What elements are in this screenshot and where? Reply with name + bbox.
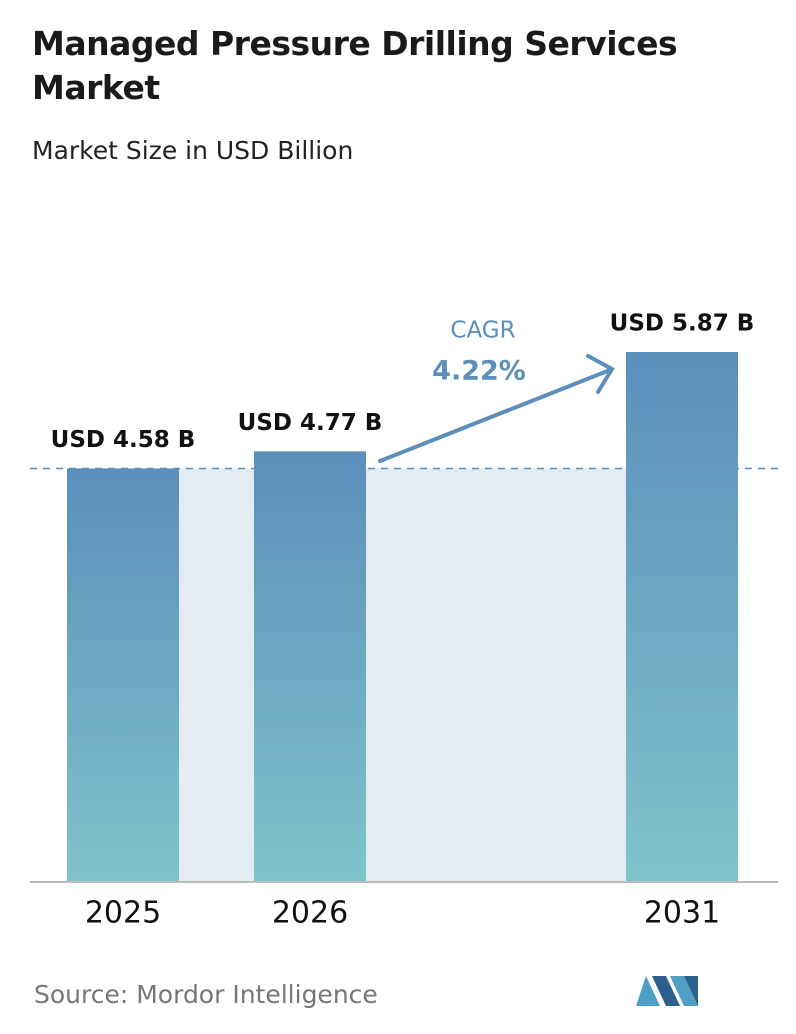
bar	[626, 352, 738, 882]
bar	[254, 451, 366, 882]
cagr-label: CAGR	[450, 318, 515, 344]
chart-title: Managed Pressure Drilling Services Marke…	[32, 24, 678, 107]
data-label: USD 4.77 B	[238, 410, 383, 436]
chart-subtitle: Market Size in USD Billion	[32, 136, 354, 165]
source: Source: Mordor Intelligence	[34, 980, 378, 1009]
cagr-value: 4.22%	[432, 356, 526, 387]
x-tick-label: 2026	[272, 896, 348, 931]
x-tick-label: 2031	[644, 896, 720, 931]
data-label: USD 4.58 B	[51, 427, 196, 453]
bar	[67, 468, 179, 882]
data-label: USD 5.87 B	[610, 311, 755, 337]
cagr-arrow	[378, 354, 615, 463]
x-tick-label: 2025	[85, 896, 161, 931]
logo	[636, 976, 698, 1006]
